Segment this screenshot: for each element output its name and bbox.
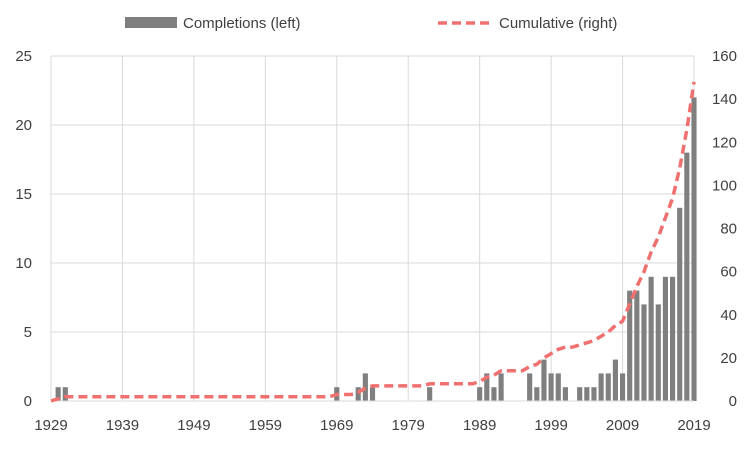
bar	[598, 373, 604, 401]
right-tick-label: 160	[712, 48, 737, 65]
x-tick-label: 1979	[392, 417, 425, 434]
bar	[662, 276, 668, 401]
bar	[477, 387, 483, 401]
bar	[498, 373, 504, 401]
right-tick-label: 100	[712, 177, 737, 194]
left-tick-label: 25	[15, 48, 32, 65]
bar-series	[55, 97, 697, 402]
bar	[584, 387, 590, 401]
legend-label-bars: Completions (left)	[183, 15, 301, 32]
left-tick-label: 15	[15, 186, 32, 203]
x-tick-label: 1939	[106, 417, 139, 434]
cumulative-line	[50, 81, 696, 403]
bar	[684, 152, 690, 401]
left-tick-label: 20	[15, 117, 32, 134]
legend-swatch-bars	[125, 17, 177, 28]
legend-label-line: Cumulative (right)	[499, 15, 617, 32]
x-tick-label: 2009	[606, 417, 639, 434]
bar	[648, 276, 654, 401]
bar	[655, 304, 661, 401]
bar	[619, 373, 626, 401]
bar	[355, 387, 361, 401]
bar	[562, 387, 568, 401]
bar	[548, 373, 554, 401]
bar	[369, 387, 376, 401]
bar	[627, 290, 633, 401]
x-tick-label: 1929	[34, 417, 67, 434]
x-tick-label: 1969	[320, 417, 353, 434]
right-tick-label: 40	[720, 307, 737, 324]
bar	[577, 387, 583, 401]
bar	[634, 290, 640, 401]
bar	[427, 387, 433, 401]
x-tick-label: 1989	[463, 417, 496, 434]
bar	[555, 373, 561, 401]
bar	[534, 387, 540, 401]
x-tick-label: 1949	[177, 417, 210, 434]
x-tick-label: 2019	[677, 417, 710, 434]
legend: Completions (left) Cumulative (right)	[125, 15, 617, 32]
x-tick-label: 1959	[249, 417, 282, 434]
bar	[527, 373, 533, 401]
bar	[669, 276, 676, 401]
bar	[591, 387, 597, 401]
bar	[541, 359, 547, 401]
right-tick-label: 60	[720, 264, 737, 281]
tick-labels: 0 5 10 15 20 25 1929 1939 1949 1959 1969 1979 1989 19…	[15, 48, 737, 434]
left-tick-label: 10	[15, 255, 32, 272]
line-series	[50, 81, 696, 403]
grid	[50, 55, 695, 401]
bar	[362, 373, 368, 401]
left-tick-label: 5	[24, 324, 32, 341]
left-tick-label: 0	[24, 393, 32, 410]
x-tick-label: 1999	[534, 417, 567, 434]
right-tick-label: 20	[720, 350, 737, 367]
bar	[612, 359, 618, 401]
bar	[484, 373, 490, 401]
right-tick-label: 140	[712, 91, 737, 108]
bar	[677, 207, 683, 401]
bar	[62, 387, 68, 401]
bar	[491, 387, 497, 401]
bar	[605, 373, 611, 401]
bar	[641, 304, 647, 401]
bar	[691, 97, 697, 402]
right-tick-label: 0	[729, 393, 737, 410]
right-tick-label: 80	[720, 221, 737, 238]
bar	[55, 387, 61, 401]
right-tick-label: 120	[712, 134, 737, 151]
